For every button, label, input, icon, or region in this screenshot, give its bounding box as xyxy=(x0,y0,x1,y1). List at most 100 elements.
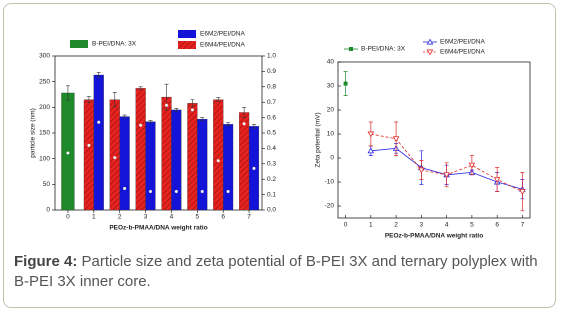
y2-tick-label: 0.5 xyxy=(267,130,276,137)
x-tick-label: 4 xyxy=(445,222,449,229)
legend-label: E6M4/PEI/DNA xyxy=(200,42,245,49)
y2-tick-label: 0.6 xyxy=(267,114,276,121)
y2-tick-label: 0.8 xyxy=(267,84,276,91)
x-tick-label: 7 xyxy=(247,214,251,221)
pdi-point xyxy=(138,123,143,127)
y-tick-label: 0 xyxy=(330,155,334,162)
legend-label: E6M2/PEI/DNA xyxy=(440,39,485,46)
bar xyxy=(239,112,250,211)
error-bar xyxy=(216,97,221,102)
error-bar xyxy=(251,123,256,129)
caption: Figure 4: Particle size and zeta potenti… xyxy=(14,252,549,292)
marker xyxy=(418,167,425,174)
bar xyxy=(135,88,146,211)
y2-tick-label: 0.2 xyxy=(267,176,276,183)
legend-swatch xyxy=(70,40,88,48)
error-bar xyxy=(226,122,231,127)
y-tick-label: 40 xyxy=(327,59,335,66)
x-tick-label: 0 xyxy=(344,222,348,229)
x-tick-label: 0 xyxy=(66,214,70,221)
marker xyxy=(519,189,526,196)
error-bar xyxy=(148,120,153,124)
y-axis-label: Zeta potential (mV) xyxy=(315,112,322,167)
figure-frame xyxy=(3,3,556,308)
x-tick-label: 1 xyxy=(369,222,373,229)
legend-label: B-PEI/DNA: 3X xyxy=(361,46,406,53)
error-bar xyxy=(122,114,127,119)
marker xyxy=(426,49,434,56)
legend-label: E6M4/PEI/DNA xyxy=(440,49,485,56)
y-tick-label: 0 xyxy=(46,207,50,214)
figure: 0501001502002503000.00.10.20.30.40.50.60… xyxy=(30,30,531,240)
marker xyxy=(468,162,476,169)
legend-label: E6M2/PEI/DNA xyxy=(200,31,245,38)
marker xyxy=(367,147,375,154)
pdi-point xyxy=(242,122,246,126)
bar xyxy=(161,96,172,211)
x-tick-label: 5 xyxy=(196,214,200,221)
x-axis-label: PEOz-b-PMAA/DNA weight ratio xyxy=(385,233,483,240)
x-tick-label: 2 xyxy=(118,214,122,221)
bar xyxy=(119,116,130,211)
y-tick-label: 150 xyxy=(39,130,50,137)
pdi-point xyxy=(174,189,179,194)
legend-label: B-PEI/DNA: 3X xyxy=(92,41,137,48)
y-tick-label: 10 xyxy=(327,131,335,138)
error-bar xyxy=(242,107,247,118)
y-tick-label: -10 xyxy=(325,179,335,186)
marker xyxy=(493,177,501,184)
x-axis-label: PEOz-b-PMAA/DNA weight ratio xyxy=(109,225,207,232)
pdi-point xyxy=(216,159,220,163)
y-tick-label: -20 xyxy=(325,203,335,210)
caption-text: Particle size and zeta potential of B-PE… xyxy=(14,253,538,290)
bar xyxy=(83,99,94,211)
x-tick-label: 6 xyxy=(495,222,499,229)
marker xyxy=(349,47,353,51)
y-axis-label: particle size (nm) xyxy=(30,108,37,157)
plot-frame xyxy=(337,61,531,219)
pdi-point xyxy=(97,120,101,124)
pdi-point xyxy=(164,103,169,107)
error-bar xyxy=(65,85,70,101)
x-tick-label: 5 xyxy=(470,222,474,229)
marker xyxy=(443,172,450,179)
error-bar xyxy=(96,72,101,78)
y2-tick-label: 0.0 xyxy=(267,207,276,214)
y-tick-label: 20 xyxy=(327,107,335,114)
bar xyxy=(109,99,120,211)
error-bar xyxy=(138,86,143,91)
y-tick-label: 250 xyxy=(39,78,50,85)
error-bar xyxy=(174,108,179,112)
marker xyxy=(343,81,348,86)
bar xyxy=(93,74,104,211)
x-tick-label: 1 xyxy=(92,214,96,221)
y2-tick-label: 0.9 xyxy=(267,68,276,75)
error-bar xyxy=(200,117,205,121)
pdi-point xyxy=(190,108,195,112)
x-tick-label: 7 xyxy=(521,222,525,229)
y-tick-label: 300 xyxy=(39,53,50,60)
error-bar xyxy=(86,96,91,104)
bar xyxy=(197,118,208,211)
marker xyxy=(426,38,434,45)
x-tick-label: 2 xyxy=(394,222,398,229)
pdi-point xyxy=(200,189,204,194)
y2-tick-label: 1.0 xyxy=(267,53,276,60)
bar xyxy=(145,121,156,211)
y2-tick-label: 0.3 xyxy=(267,161,276,168)
pdi-point xyxy=(122,186,127,191)
pdi-point xyxy=(226,189,230,194)
x-tick-label: 6 xyxy=(221,214,225,221)
caption-label: Figure 4: xyxy=(14,253,78,270)
x-tick-label: 3 xyxy=(420,222,424,229)
y-tick-label: 100 xyxy=(39,155,50,162)
y-tick-label: 50 xyxy=(43,181,51,188)
marker xyxy=(367,131,375,138)
y-tick-label: 30 xyxy=(327,83,335,90)
pdi-point xyxy=(252,166,256,171)
error-bar xyxy=(112,92,117,108)
bar xyxy=(223,124,234,211)
marker xyxy=(392,136,400,143)
y2-tick-label: 0.4 xyxy=(267,145,276,152)
